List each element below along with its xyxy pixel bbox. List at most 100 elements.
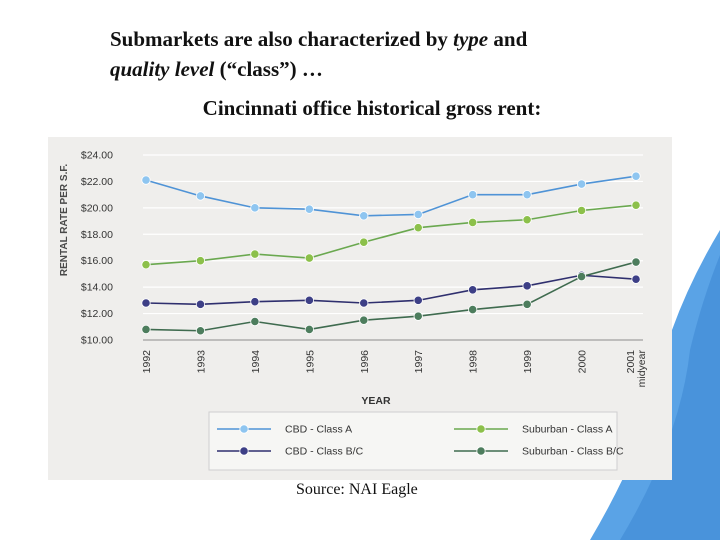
data-point	[195, 326, 206, 336]
x-tick-line: 1999	[522, 350, 534, 374]
data-point	[576, 205, 587, 216]
data-point	[413, 223, 423, 233]
x-tick-line: 1996	[359, 350, 371, 374]
data-point	[141, 175, 151, 185]
data-point	[141, 298, 151, 308]
x-tick-label: 1998	[468, 350, 480, 374]
data-point	[631, 257, 641, 267]
series-line	[145, 261, 637, 332]
x-tick-label: 1999	[522, 350, 534, 374]
data-point	[195, 299, 206, 309]
x-tick-label: 2001midyear	[625, 350, 648, 388]
rent-line-chart: $10.00 $12.00 $14.00 $16.00 $18.00 $20.00 $22.…	[48, 137, 672, 480]
chart-container: $10.00 $12.00 $14.00 $16.00 $18.00 $20.00 $22.…	[48, 137, 672, 480]
data-point	[359, 315, 369, 325]
data-point	[141, 260, 151, 270]
data-point	[359, 211, 369, 221]
legend-item: CBD - Class A	[217, 424, 352, 436]
x-tick-label: 2000	[577, 350, 589, 374]
legend-box	[208, 411, 618, 471]
data-point	[522, 299, 532, 309]
x-tick-line: 1995	[304, 350, 316, 374]
y-tick-label: $22.00	[81, 176, 113, 188]
data-point	[250, 316, 260, 327]
chart-heading: Cincinnati office historical gross rent:	[202, 96, 542, 120]
y-tick-label: $10.00	[81, 335, 113, 347]
data-point	[359, 237, 369, 247]
data-point	[468, 285, 478, 295]
x-tick-line: 1997	[413, 350, 425, 374]
legend-swatch-marker	[476, 446, 486, 456]
y-tick-label: $14.00	[81, 282, 113, 294]
x-tick-label: 1996	[359, 350, 371, 374]
data-point	[141, 324, 151, 335]
data-point	[304, 295, 314, 305]
series-line	[145, 204, 637, 266]
x-tick-text: 1997	[413, 350, 425, 374]
title-text-2: and	[488, 27, 528, 51]
x-tick-text: 2001midyear	[625, 350, 648, 388]
y-tick-label: $18.00	[81, 229, 113, 241]
series-line	[145, 274, 637, 306]
data-point	[250, 297, 260, 307]
x-axis-label: YEAR	[361, 395, 391, 407]
data-point	[250, 249, 260, 259]
data-point	[522, 190, 532, 200]
data-point	[195, 256, 206, 266]
x-tick-line: 1994	[250, 350, 262, 374]
y-tick-label: $24.00	[81, 150, 113, 162]
data-point	[468, 305, 478, 315]
data-point	[413, 311, 423, 321]
data-point	[522, 281, 532, 291]
legend-label: Suburban - Class A	[522, 424, 612, 436]
x-tick-line: 1998	[468, 350, 480, 374]
data-point	[304, 204, 314, 214]
legend-swatch-marker	[239, 446, 249, 456]
data-point	[576, 179, 587, 189]
x-tick-text: 1999	[522, 350, 534, 374]
legend-item: Suburban - Class A	[454, 424, 612, 436]
title-em-quality: quality level	[110, 57, 215, 81]
x-tick-line: 2000	[577, 350, 589, 374]
x-tick-text: 2000	[577, 350, 589, 374]
series-line	[145, 175, 637, 217]
data-point	[631, 274, 641, 284]
slide-title: Submarkets are also characterized by typ…	[110, 24, 670, 84]
x-tick-line: 1992	[141, 350, 153, 374]
x-tick-label: 1993	[195, 350, 207, 374]
x-tick-text: 1994	[250, 350, 262, 374]
y-axis-ticks: $10.00 $12.00 $14.00 $16.00 $18.00 $20.00 $22.…	[81, 150, 113, 347]
y-tick-label: $12.00	[81, 308, 113, 320]
series-lines	[141, 171, 641, 336]
legend-label: CBD - Class B/C	[285, 446, 364, 458]
data-point	[631, 171, 641, 181]
x-tick-line: midyear	[636, 350, 648, 388]
series-suburban-class-b-c	[141, 257, 641, 336]
legend-label: Suburban - Class B/C	[522, 446, 624, 458]
x-tick-line: 1993	[195, 350, 207, 374]
data-point	[468, 190, 478, 200]
x-axis-ticks: 1992 1993 1994 1995 1996 1997 1998 1999 2000 2001…	[141, 350, 648, 388]
x-tick-label: 1995	[304, 350, 316, 374]
x-tick-text: 1998	[468, 350, 480, 374]
x-tick-text: 1995	[304, 350, 316, 374]
source-note: Source: NAI Eagle	[296, 481, 418, 498]
y-tick-label: $20.00	[81, 202, 113, 214]
data-point	[522, 215, 532, 225]
data-point	[631, 200, 641, 210]
x-tick-label: 1992	[141, 350, 153, 374]
x-tick-line: 2001	[625, 350, 637, 374]
data-point	[576, 271, 587, 282]
data-point	[468, 217, 478, 227]
title-text-1: Submarkets are also characterized by	[110, 27, 454, 51]
legend-swatch-marker	[476, 424, 486, 434]
data-point	[250, 203, 260, 213]
data-point	[359, 298, 369, 308]
data-point	[413, 209, 423, 220]
legend-swatch-marker	[239, 424, 249, 434]
x-tick-text: 1992	[141, 350, 153, 374]
x-tick-label: 1997	[413, 350, 425, 374]
series-suburban-class-a	[141, 200, 641, 270]
accent-swoosh-shade	[620, 255, 720, 540]
